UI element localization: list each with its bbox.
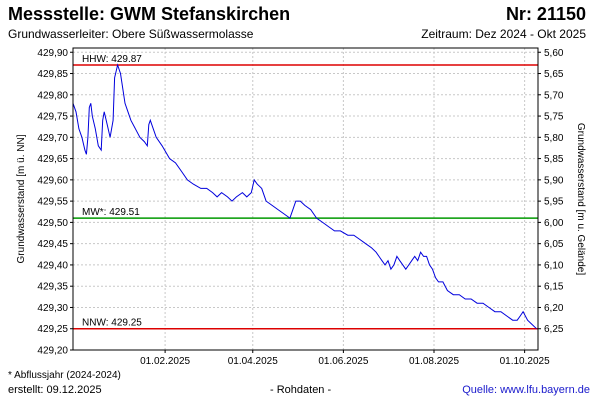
y-right-axis-label: Grundwasserstand [m u. Gelände] bbox=[575, 123, 586, 276]
y-right-tick-label: 6,10 bbox=[544, 260, 564, 271]
aquifer-label: Grundwasserleiter: Obere Süßwassermolass… bbox=[8, 27, 254, 41]
x-tick-label: 01.04.2025 bbox=[228, 356, 278, 367]
y-tick-label: 429,65 bbox=[37, 154, 68, 165]
y-axis-label: Grundwasserstand [m ü. NN] bbox=[16, 134, 27, 263]
y-right-tick-label: 6,00 bbox=[544, 218, 564, 229]
y-right-tick-label: 6,15 bbox=[544, 282, 564, 293]
y-tick-label: 429,90 bbox=[37, 48, 68, 59]
y-tick-label: 429,70 bbox=[37, 133, 68, 144]
y-tick-label: 429,45 bbox=[37, 239, 68, 250]
y-right-tick-label: 5,90 bbox=[544, 175, 564, 186]
x-tick-label: 01.08.2025 bbox=[409, 356, 459, 367]
y-tick-label: 429,30 bbox=[37, 303, 68, 314]
x-tick-label: 01.10.2025 bbox=[500, 356, 550, 367]
reference-line-label: NNW: 429.25 bbox=[82, 318, 142, 329]
y-tick-label: 429,25 bbox=[37, 324, 68, 335]
plot-frame bbox=[72, 47, 539, 351]
y-right-tick-label: 5,80 bbox=[544, 133, 564, 144]
y-tick-label: 429,50 bbox=[37, 218, 68, 229]
chart-grid bbox=[73, 48, 538, 351]
footnote: * Abflussjahr (2024-2024) bbox=[8, 370, 121, 381]
station-number: Nr: 21150 bbox=[505, 4, 586, 24]
reference-line-label: MW*: 429.51 bbox=[82, 207, 140, 218]
raw-data-label: - Rohdaten - bbox=[270, 384, 332, 396]
y-right-tick-label: 5,75 bbox=[544, 112, 564, 123]
y-axis-ticks: 429,90 429,85 429,80 429,75 429,70 429,65 429,… bbox=[37, 48, 73, 357]
x-axis-ticks: 01.02.2025 01.04.2025 01.06.2025 01.08.2025… bbox=[140, 350, 550, 367]
y-right-tick-label: 6,20 bbox=[544, 303, 564, 314]
y-right-tick-label: 5,65 bbox=[544, 69, 564, 80]
y-right-tick-label: 5,95 bbox=[544, 197, 564, 208]
created-date: erstellt: 09.12.2025 bbox=[8, 384, 102, 396]
y-tick-label: 429,35 bbox=[37, 282, 68, 293]
x-tick-label: 01.06.2025 bbox=[318, 356, 368, 367]
y-right-tick-label: 6,25 bbox=[544, 324, 564, 335]
source-link[interactable]: Quelle: www.lfu.bayern.de bbox=[462, 384, 590, 396]
page-title: Messstelle: GWM Stefanskirchen bbox=[8, 4, 291, 24]
y-right-tick-label: 6,05 bbox=[544, 239, 564, 250]
y-tick-label: 429,40 bbox=[37, 260, 68, 271]
x-tick-label: 01.02.2025 bbox=[140, 356, 190, 367]
y-right-tick-label: 5,60 bbox=[544, 48, 564, 59]
y-right-tick-label: 5,85 bbox=[544, 154, 564, 165]
y-tick-label: 429,75 bbox=[37, 112, 68, 123]
period-label: Zeitraum: Dez 2024 - Okt 2025 bbox=[421, 27, 586, 41]
y-tick-label: 429,60 bbox=[37, 175, 68, 186]
y-tick-label: 429,80 bbox=[37, 90, 68, 101]
y-tick-label: 429,85 bbox=[37, 69, 68, 80]
y-tick-label: 429,20 bbox=[37, 346, 68, 357]
y-right-tick-label: 5,70 bbox=[544, 90, 564, 101]
reference-line-label: HHW: 429.87 bbox=[82, 54, 142, 65]
y-right-axis-ticks: 5,60 5,65 5,70 5,75 5,80 5,85 5,90 5,95 6,00 6,05… bbox=[538, 48, 564, 335]
reference-lines: HHW: 429.87 MW*: 429.51 NNW: 429.25 bbox=[73, 54, 538, 330]
series-line bbox=[72, 63, 537, 330]
y-tick-label: 429,55 bbox=[37, 197, 68, 208]
